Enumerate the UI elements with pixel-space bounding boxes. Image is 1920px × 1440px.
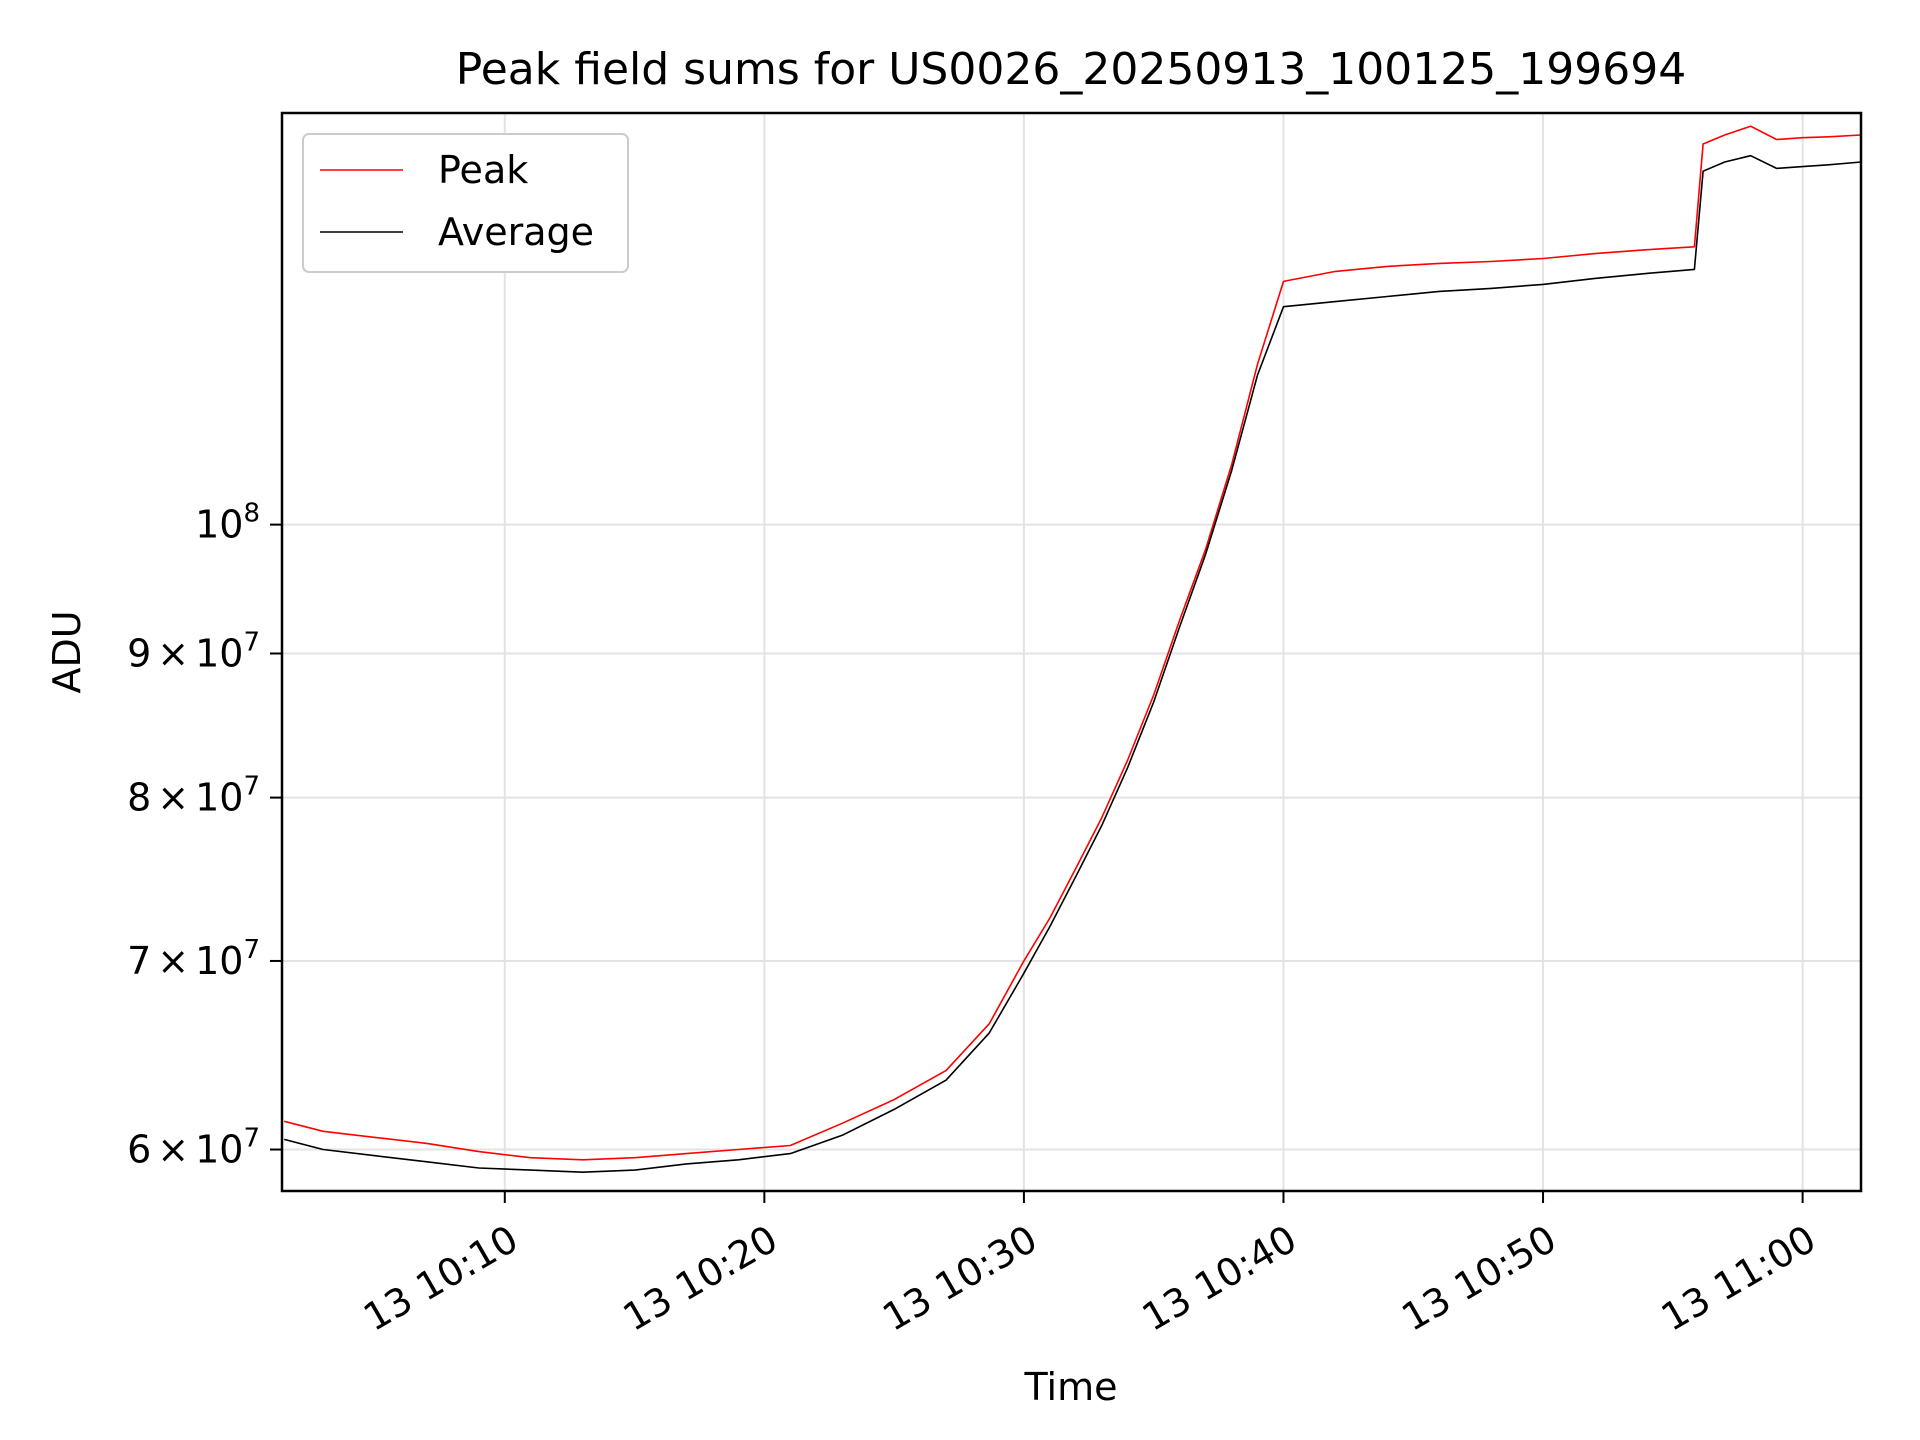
plot-frame <box>280 111 1863 1193</box>
series-line-average <box>283 154 1862 1173</box>
y-tick-label: 9 × 107 <box>127 628 260 676</box>
legend-box <box>302 133 629 273</box>
legend: Peak Average <box>302 133 629 273</box>
y-tick-label: 7 × 107 <box>127 935 260 983</box>
chart-title: Peak field sums for US0026_20250913_1001… <box>456 44 1686 95</box>
series-line-peak <box>284 125 1862 1161</box>
gridlines <box>282 113 1861 1191</box>
legend-label-average: Average <box>438 210 594 254</box>
y-tick-label: 6 × 107 <box>127 1124 260 1172</box>
y-tick-label: 108 <box>195 499 260 547</box>
y-tick-label: 8 × 107 <box>127 772 260 820</box>
legend-label-peak: Peak <box>438 148 528 192</box>
series-lines <box>283 125 1862 1173</box>
x-axis-label: Time <box>1024 1365 1118 1409</box>
y-axis-label: ADU <box>45 610 89 693</box>
y-axis: 6 × 107 7 × 107 8 × 107 9 × 107 108 <box>127 499 282 1172</box>
